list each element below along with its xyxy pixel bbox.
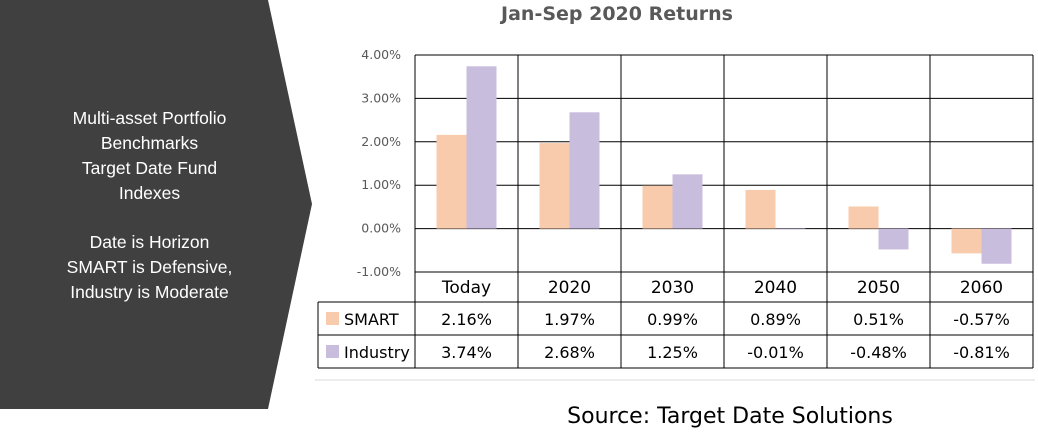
x-tick-label: 2050: [857, 278, 900, 298]
bar-smart: [539, 143, 570, 229]
data-label: 2.16%: [441, 310, 492, 329]
y-tick-label: -1.00%: [357, 264, 401, 279]
sidebar-line: Date is Horizon: [89, 232, 210, 252]
data-label: 2.68%: [544, 343, 595, 362]
bar-industry: [569, 112, 600, 229]
x-tick-label: 2040: [754, 278, 797, 298]
legend-label: SMART: [344, 310, 399, 329]
x-tick-label: 2020: [548, 278, 591, 298]
legend-label: Industry: [344, 343, 410, 362]
sidebar-text: Multi-asset Portfolio Benchmarks Target …: [22, 106, 277, 305]
data-label: 1.25%: [647, 343, 698, 362]
sidebar-line: Target Date Fund: [81, 158, 218, 178]
data-label: 0.89%: [750, 310, 801, 329]
sidebar-line: Multi-asset Portfolio: [72, 108, 227, 128]
bar-industry: [775, 228, 806, 230]
y-tick-label: 0.00%: [361, 221, 401, 236]
sidebar-panel: [0, 0, 312, 409]
y-tick-label: 2.00%: [361, 134, 401, 149]
bar-smart: [436, 134, 467, 229]
bar-industry: [878, 228, 909, 250]
bar-industry: [981, 228, 1012, 264]
bar-industry: [466, 66, 497, 229]
sidebar-line: SMART is Defensive,: [66, 257, 233, 277]
data-label: -0.81%: [953, 343, 1010, 362]
x-tick-label: Today: [441, 278, 491, 298]
bar-smart: [951, 228, 982, 254]
sidebar-line: Industry is Moderate: [70, 282, 229, 302]
data-label: 1.97%: [544, 310, 595, 329]
x-tick-label: 2060: [960, 278, 1003, 298]
data-label: 3.74%: [441, 343, 492, 362]
y-tick-label: 1.00%: [361, 177, 401, 192]
bar-smart: [848, 206, 879, 229]
sidebar-line: Benchmarks: [100, 133, 199, 153]
legend-swatch: [326, 312, 339, 325]
data-label: -0.48%: [850, 343, 907, 362]
chart-title: Jan-Sep 2020 Returns: [501, 3, 733, 25]
source-note: Source: Target Date Solutions: [567, 404, 893, 429]
data-label: 0.51%: [853, 310, 904, 329]
bar-smart: [642, 185, 673, 229]
y-tick-label: 3.00%: [361, 90, 401, 105]
data-label: -0.57%: [953, 310, 1010, 329]
legend-swatch: [326, 345, 339, 358]
chevron-shape: [0, 0, 312, 409]
x-tick-label: 2030: [651, 278, 694, 298]
bar-smart: [745, 189, 776, 229]
data-label: -0.01%: [747, 343, 804, 362]
data-label: 0.99%: [647, 310, 698, 329]
bar-industry: [672, 174, 703, 229]
y-tick-label: 4.00%: [361, 47, 401, 62]
sidebar-line: Indexes: [118, 183, 181, 203]
